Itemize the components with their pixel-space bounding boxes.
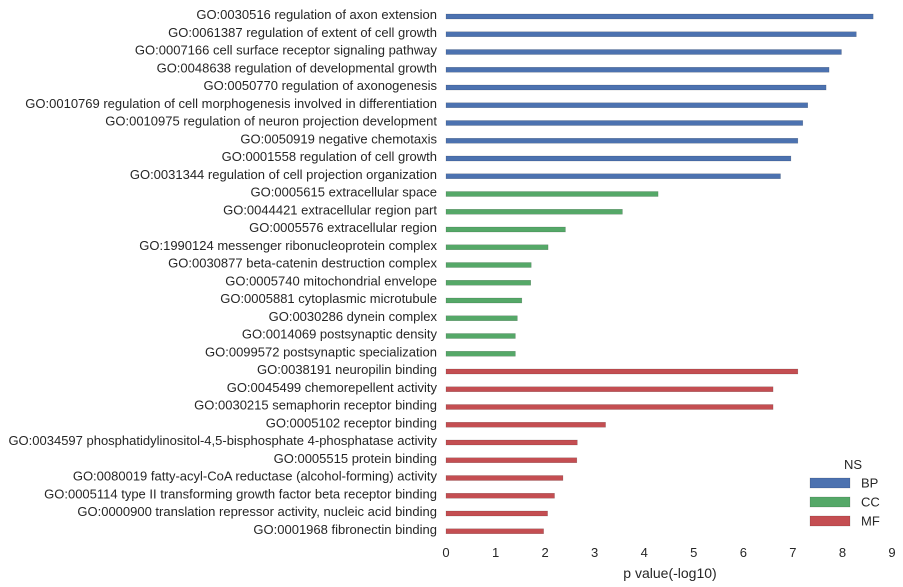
bar-bp [445,155,792,162]
bar-cc [445,226,566,233]
bar-mf [445,422,606,428]
bar-mf [445,386,774,392]
bars [445,13,874,534]
bar-cc [445,244,549,250]
x-tick-label: 9 [888,545,895,560]
category-labels: GO:0030516 regulation of axon extension G… [8,7,437,537]
x-tick-label: 7 [789,545,796,560]
bar-bp [445,120,804,126]
category-label: GO:0034597 phosphatidylinositol-4,5-bisp… [8,433,437,448]
bar-bp [445,84,827,91]
category-label: GO:0005740 mitochondrial envelope [225,273,437,288]
category-label: GO:0030877 beta-catenin destruction comp… [168,256,437,271]
category-label: GO:0001558 regulation of cell growth [222,149,437,164]
x-axis-label: p value(-log10) [623,565,716,581]
x-tick-label: 2 [541,545,548,560]
category-label: GO:0010975 regulation of neuron projecti… [105,114,437,129]
category-label: GO:0005615 extracellular space [251,185,437,200]
legend-swatch-bp [809,477,851,489]
bar-bp [445,67,830,73]
bar-bp [445,13,874,20]
category-label: GO:0005576 extracellular region [249,220,437,235]
bar-cc [445,351,516,357]
bar-cc [445,209,623,215]
x-tick-label: 8 [839,545,846,560]
category-label: GO:0000900 translation repressor activit… [77,504,437,519]
x-tick-label: 5 [690,545,697,560]
bar-bp [445,31,857,37]
bar-bp [445,138,799,144]
bar-bp [445,102,809,108]
category-label: GO:0001968 fibronectin binding [253,522,437,537]
bar-cc [445,262,532,268]
legend-swatch-cc [809,496,851,508]
x-tick-label: 0 [442,545,449,560]
category-label: GO:0007166 cell surface receptor signali… [135,43,438,58]
x-tick-label: 4 [641,545,648,560]
bar-mf [445,493,555,499]
legend-swatch-mf [809,515,851,527]
bar-cc [445,315,518,321]
bar-mf [445,475,564,481]
bar-bp [445,173,781,179]
category-label: GO:0010769 regulation of cell morphogene… [25,96,437,111]
category-label: GO:0014069 postsynaptic density [242,327,438,342]
legend-label-cc: CC [861,495,880,510]
bar-bp [445,49,842,55]
category-label: GO:0044421 extracellular region part [223,202,437,217]
category-label: GO:0030286 dynein complex [269,309,438,324]
x-tick-label: 6 [740,545,747,560]
category-label: GO:0080019 fatty-acyl-CoA reductase (alc… [73,469,438,484]
legend-title: NS [844,457,862,472]
category-label: GO:0099572 postsynaptic specialization [205,344,437,359]
category-label: GO:1990124 messenger ribonucleoprotein c… [139,238,437,253]
x-tick-label: 3 [591,545,598,560]
bar-mf [445,510,548,517]
category-label: GO:0045499 chemorepellent activity [227,380,438,395]
category-label: GO:0031344 regulation of cell projection… [130,167,437,182]
legend-label-bp: BP [861,476,878,491]
category-label: GO:0005881 cytoplasmic microtubule [220,291,437,306]
bar-mf [445,439,578,446]
category-label: GO:0050770 regulation of axonogenesis [204,78,438,93]
category-label: GO:0061387 regulation of extent of cell … [168,25,437,40]
x-axis-ticks: 0 1 2 3 4 5 6 7 8 9 [442,545,895,560]
category-label: GO:0005114 type II transforming growth f… [44,486,437,501]
bar-mf [445,368,799,375]
bar-mf [445,528,544,534]
category-label: GO:0005515 protein binding [274,451,437,466]
legend: NS BP CC MF [809,457,880,529]
bar-cc [445,280,531,286]
category-label: GO:0048638 regulation of developmental g… [157,60,437,75]
x-tick-label: 1 [492,545,499,560]
bar-mf [445,457,578,463]
legend-label-mf: MF [861,514,880,529]
bar-cc [445,333,516,339]
category-label: GO:0050919 negative chemotaxis [240,131,437,146]
bar-mf [445,404,774,410]
bar-cc [445,191,659,197]
category-label: GO:0038191 neuropilin binding [257,362,437,377]
category-label: GO:0005102 receptor binding [266,415,437,430]
category-label: GO:0030215 semaphorin receptor binding [194,398,437,413]
bar-cc [445,297,523,304]
category-label: GO:0030516 regulation of axon extension [196,7,437,22]
